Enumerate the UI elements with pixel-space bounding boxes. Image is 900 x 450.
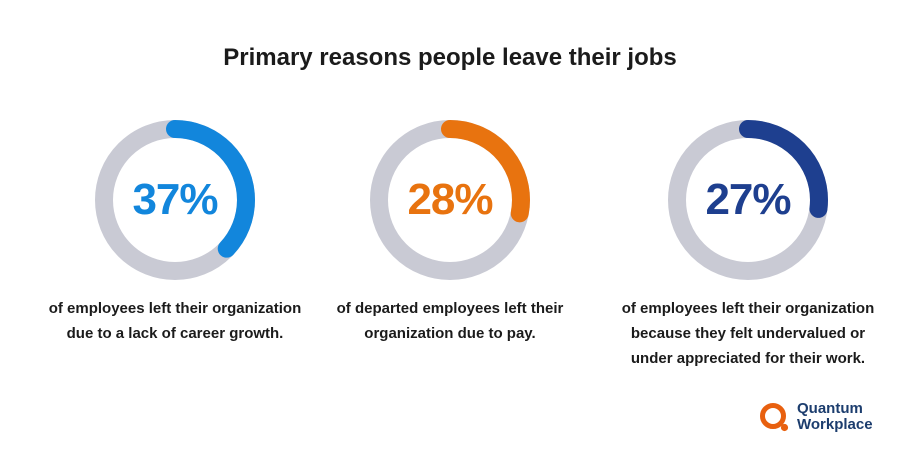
description-line: because they felt undervalued or xyxy=(630,325,866,342)
donut-svg xyxy=(95,120,255,280)
description-line: under appreciated for their work. xyxy=(630,350,866,367)
stat-description: of employees left their organization due… xyxy=(25,296,325,346)
stat-card: 28% of departed employees left their org… xyxy=(300,118,600,346)
percent-label: 27% xyxy=(705,175,791,224)
donut-svg xyxy=(370,120,530,280)
stat-description: of departed employees left their organiz… xyxy=(300,296,600,346)
description-line: organization due to pay. xyxy=(364,325,536,342)
stat-card: 37% of employees left their organization… xyxy=(25,118,325,346)
donut-chart: 27% xyxy=(666,118,830,282)
percent-label: 37% xyxy=(132,175,218,224)
donut-arc xyxy=(370,120,530,280)
stat-card: 27% of employees left their organization… xyxy=(598,118,898,371)
stat-description: of employees left their organization bec… xyxy=(598,296,898,371)
donut-arc xyxy=(95,120,255,280)
brand-logo: Quantum Workplace xyxy=(758,401,873,433)
description-line: of departed employees left their xyxy=(336,300,564,317)
donut-chart: 37% xyxy=(93,118,257,282)
description-line: of employees left their organization xyxy=(48,300,302,317)
chart-title: Primary reasons people leave their jobs xyxy=(223,44,677,71)
quantum-logo-icon xyxy=(760,403,789,432)
logo-line-1: Quantum xyxy=(797,400,863,417)
description-line: due to a lack of career growth. xyxy=(66,325,284,342)
donut-svg xyxy=(668,120,828,280)
description-line: of employees left their organization xyxy=(621,300,875,317)
donut-arc xyxy=(668,120,828,280)
percent-label: 28% xyxy=(407,175,493,224)
logo-wordmark: Quantum Workplace xyxy=(797,401,873,433)
donut-chart: 28% xyxy=(368,118,532,282)
logo-line-2: Workplace xyxy=(797,416,873,433)
